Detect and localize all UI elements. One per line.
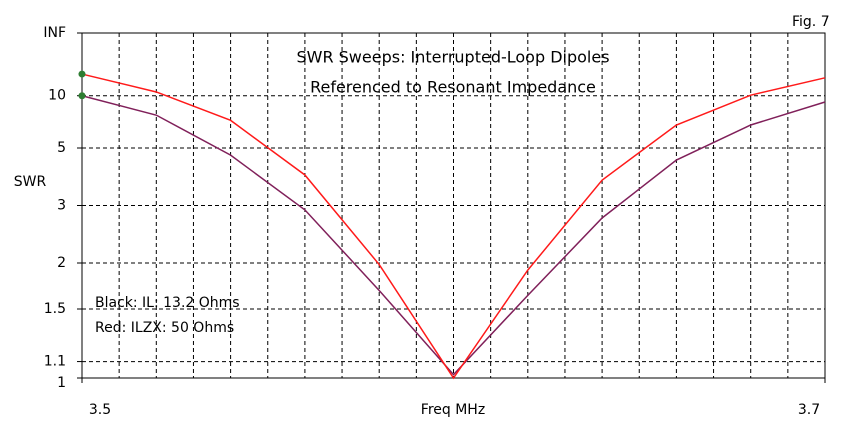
y-tick-label: 10: [48, 88, 66, 104]
x-tick-label: 3.7: [798, 402, 820, 418]
start-marker: [78, 92, 86, 100]
figure-label: Fig. 7: [792, 14, 830, 30]
series-line: [81, 73, 826, 380]
y-tick-label: 2: [57, 255, 66, 271]
y-tick-label: 1.5: [44, 301, 66, 317]
y-tick-label: INF: [43, 25, 66, 41]
y-tick-label: 5: [57, 140, 66, 156]
annotation: Black: IL: 13.2 Ohms: [95, 295, 240, 311]
chart-title: Referenced to Resonant Impedance: [310, 78, 596, 97]
x-tick-label: 3.5: [89, 402, 111, 418]
series-line: [81, 95, 826, 376]
y-tick-label: 3: [57, 198, 66, 214]
y-tick-label: 1.1: [44, 354, 66, 370]
x-axis-label: Freq MHz: [421, 402, 485, 418]
y-axis-label: SWR: [14, 174, 47, 190]
y-tick-label: 1: [57, 375, 66, 391]
annotation: Red: ILZX: 50 Ohms: [95, 320, 234, 336]
start-marker: [78, 70, 86, 78]
